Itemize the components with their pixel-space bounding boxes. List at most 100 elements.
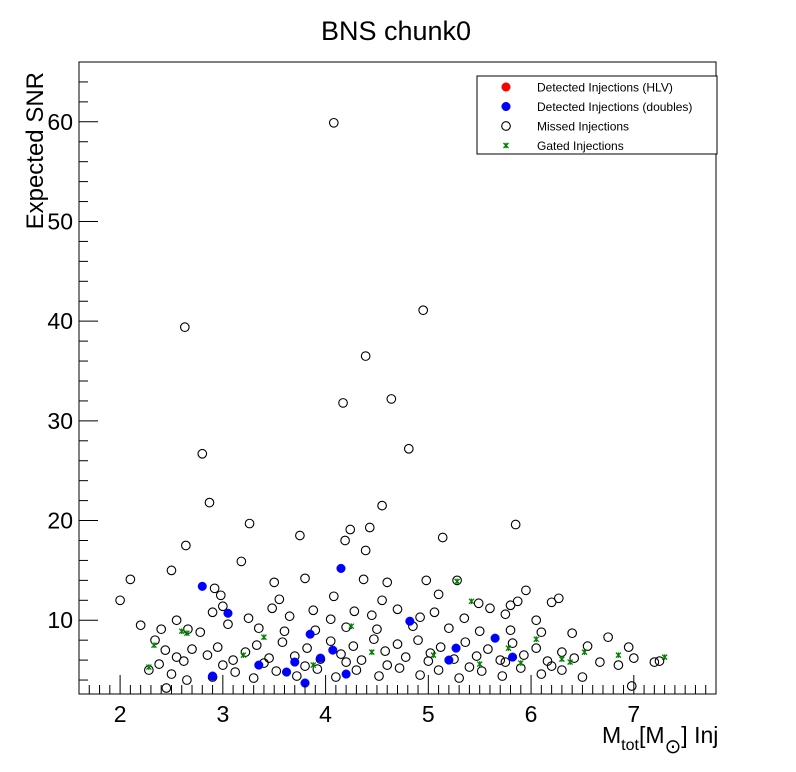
point-detected-injections-doubles (508, 652, 518, 662)
point-gated-injections (558, 656, 565, 663)
point-missed-injections (171, 652, 182, 662)
point-missed-injections (336, 649, 346, 659)
point-gated-injections (517, 660, 524, 667)
point-missed-injections (510, 519, 521, 530)
point-gated-injections (368, 649, 375, 656)
point-detected-injections-doubles (451, 643, 461, 653)
point-missed-injections (360, 545, 371, 556)
x-label-base: M (602, 722, 621, 748)
y-tick-label: 10 (47, 607, 73, 633)
legend-label: Detected Injections (doubles) (537, 100, 692, 114)
x-axis-label: Mtot[M⊙] Inj (602, 722, 718, 758)
point-missed-injections (553, 593, 564, 604)
legend-entry: Detected Injections (HLV) (501, 81, 673, 95)
data-points (115, 117, 668, 693)
point-detected-injections-doubles (405, 616, 415, 626)
point-missed-injections (217, 660, 228, 670)
point-missed-injections (460, 637, 471, 648)
point-missed-injections (181, 540, 191, 551)
point-missed-injections (341, 657, 351, 667)
point-missed-injections (302, 643, 312, 653)
point-missed-injections (295, 530, 305, 541)
point-missed-injections (536, 627, 547, 638)
point-missed-injections (473, 598, 484, 609)
point-detected-injections-doubles (336, 563, 346, 573)
point-missed-injections (628, 653, 639, 663)
legend-marker (501, 101, 511, 112)
point-missed-injections (413, 635, 423, 646)
x-label-sun-symbol: ⊙ (665, 736, 682, 758)
point-missed-injections (569, 653, 580, 663)
point-missed-injections (331, 672, 341, 682)
point-missed-injections (160, 645, 171, 655)
x-tick-label: 2 (114, 701, 127, 727)
legend-box (476, 75, 718, 155)
point-missed-injections (392, 604, 403, 615)
point-missed-injections (459, 613, 470, 624)
point-missed-injections (429, 607, 440, 618)
point-missed-injections (277, 637, 288, 648)
point-missed-injections (223, 619, 233, 630)
x-tick-label: 5 (422, 701, 435, 727)
point-missed-injections (483, 644, 493, 654)
point-missed-injections (380, 646, 391, 656)
point-detected-injections-doubles (208, 671, 218, 681)
point-missed-injections (603, 632, 613, 643)
point-missed-injections (182, 675, 192, 685)
point-detected-injections-doubles (341, 669, 351, 679)
point-missed-injections (197, 448, 208, 459)
point-missed-injections (512, 596, 523, 607)
point-missed-injections (166, 669, 177, 679)
point-gated-injections (260, 634, 267, 641)
y-tick-label: 30 (47, 408, 73, 434)
x-label-sub: tot (621, 737, 639, 754)
legend-marker (503, 142, 509, 149)
point-gated-injections (454, 578, 461, 585)
point-missed-injections (135, 620, 146, 631)
point-missed-injections (187, 644, 197, 654)
point-missed-injections (207, 607, 218, 618)
legend-entry: Gated Injections (503, 139, 624, 153)
point-missed-injections (495, 655, 506, 665)
plot-area (78, 61, 717, 695)
point-missed-injections (264, 653, 274, 663)
legend-entry: Missed Injections (501, 120, 629, 134)
point-missed-injections (403, 443, 414, 454)
point-detected-injections-doubles (281, 667, 292, 677)
x-tick-label: 4 (319, 701, 332, 727)
point-gated-injections (615, 652, 622, 659)
point-missed-injections (253, 623, 264, 634)
point-missed-injections (345, 524, 356, 535)
point-missed-injections (312, 664, 323, 674)
y-tick-label: 50 (47, 208, 73, 234)
point-missed-injections (582, 641, 593, 652)
point-missed-injections (328, 591, 339, 602)
point-detected-injections-doubles (444, 655, 454, 665)
point-gated-injections (661, 654, 668, 661)
point-missed-injections (382, 577, 393, 588)
point-missed-injections (244, 518, 255, 529)
point-missed-injections (474, 626, 485, 637)
svg-text:Mtot[M⊙] Inj: Mtot[M⊙] Inj (602, 722, 718, 758)
point-detected-injections-doubles (197, 581, 207, 591)
point-missed-injections (386, 394, 397, 404)
point-missed-injections (505, 600, 516, 611)
point-missed-injections (497, 671, 508, 681)
point-gated-injections (468, 598, 475, 605)
point-missed-injections (557, 647, 567, 657)
point-missed-injections (444, 623, 454, 634)
point-missed-injections (204, 497, 215, 508)
legend-label: Detected Injections (HLV) (537, 81, 673, 95)
x-label-bracket-open: [M (639, 722, 665, 748)
point-missed-injections (577, 672, 588, 682)
point-missed-injections (328, 117, 339, 128)
point-gated-injections (567, 659, 574, 666)
legend-marker (501, 82, 511, 92)
point-missed-injections (471, 651, 482, 661)
point-missed-injections (267, 603, 278, 614)
point-missed-injections (325, 614, 336, 625)
point-gated-injections (183, 630, 190, 637)
point-detected-injections-doubles (328, 645, 338, 655)
chart-title: BNS chunk0 (321, 16, 471, 46)
